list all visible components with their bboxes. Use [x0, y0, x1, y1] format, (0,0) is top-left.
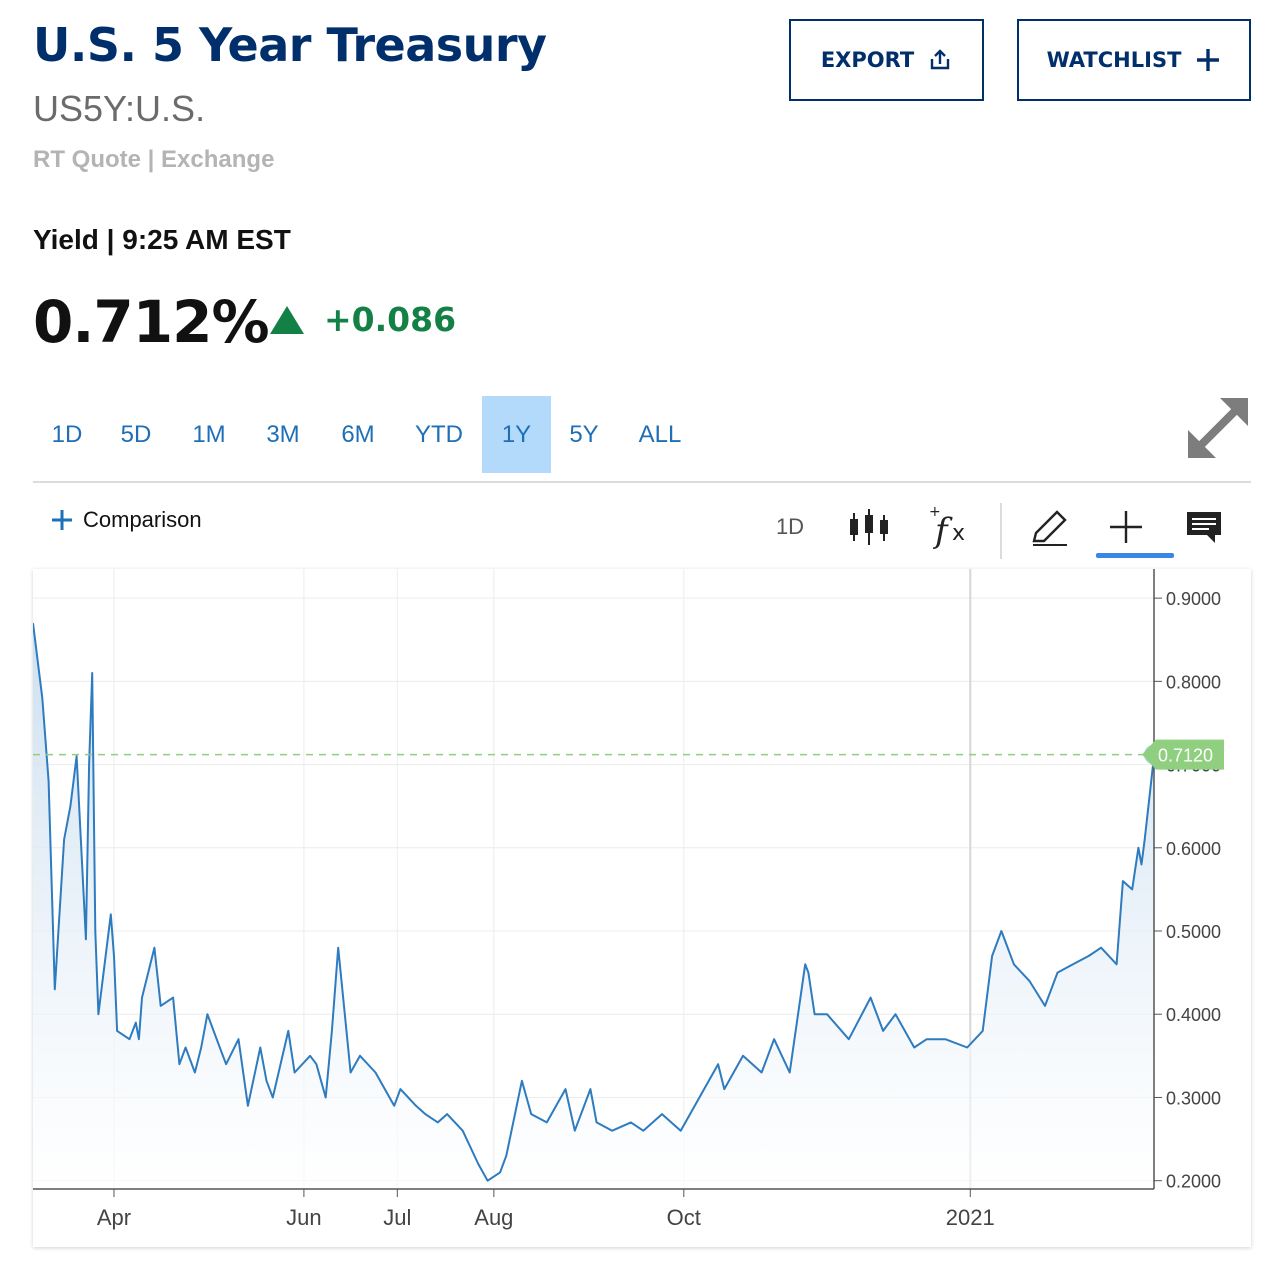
- crosshair-icon: [1110, 511, 1142, 543]
- tab-all[interactable]: ALL: [638, 420, 682, 448]
- y-tick-label: 0.3000: [1166, 1088, 1221, 1108]
- export-button[interactable]: EXPORT: [789, 19, 984, 101]
- change-group: +0.086: [268, 300, 456, 339]
- y-tick-label: 0.6000: [1166, 839, 1221, 859]
- tab-ytd[interactable]: YTD: [415, 420, 463, 448]
- x-tick-label: Aug: [474, 1205, 513, 1230]
- yield-label: Yield | 9:25 AM EST: [33, 224, 291, 255]
- x-tick-label: Oct: [667, 1205, 701, 1230]
- draw-button[interactable]: [1028, 503, 1072, 551]
- comparison-button[interactable]: Comparison: [51, 507, 202, 533]
- y-tick-label: 0.2000: [1166, 1172, 1221, 1192]
- current-value-tag: [1142, 739, 1224, 770]
- comment-icon: [1187, 512, 1221, 543]
- tab-6m[interactable]: 6M: [341, 420, 375, 448]
- ticker-symbol: US5Y:U.S.: [33, 88, 206, 129]
- watchlist-button[interactable]: WATCHLIST: [1017, 19, 1251, 101]
- interval-selector[interactable]: 1D: [775, 514, 805, 539]
- y-tick-label: 0.8000: [1166, 672, 1221, 692]
- tab-5y[interactable]: 5Y: [569, 420, 599, 448]
- chart-type-button[interactable]: [847, 503, 891, 551]
- svg-text:x: x: [952, 521, 965, 546]
- last-yield: 0.712%: [33, 288, 270, 356]
- y-tick-label: 0.4000: [1166, 1005, 1221, 1025]
- chart-panel[interactable]: 0.90000.80000.70000.60000.50000.40000.30…: [33, 569, 1251, 1247]
- tab-1m[interactable]: 1M: [192, 420, 226, 448]
- share-upload-icon: [930, 49, 950, 70]
- pencil-icon: [1032, 510, 1067, 546]
- studies-button[interactable]: + f x: [928, 503, 974, 551]
- tab-1y[interactable]: 1Y: [482, 396, 551, 473]
- plus-icon: [1197, 49, 1220, 71]
- x-tick-label: Jul: [383, 1205, 411, 1230]
- candlestick-icon: [850, 509, 888, 545]
- tab-1d[interactable]: 1D: [51, 420, 83, 448]
- change-value: +0.086: [324, 300, 457, 339]
- crosshair-button[interactable]: [1104, 503, 1148, 551]
- y-tick-label: 0.9000: [1166, 589, 1221, 609]
- plus-icon: [52, 510, 72, 530]
- series-line: [33, 622, 1155, 1182]
- range-divider: [33, 481, 1251, 483]
- current-value-label: 0.7120: [1158, 746, 1213, 766]
- quote-type: RT Quote | Exchange: [33, 146, 275, 173]
- comparison-label: Comparison: [83, 507, 202, 532]
- svg-text:f: f: [932, 511, 953, 550]
- comments-button[interactable]: [1183, 503, 1225, 551]
- x-tick-label: Apr: [97, 1205, 131, 1230]
- tab-3m[interactable]: 3M: [266, 420, 300, 448]
- x-tick-label: Jun: [286, 1205, 321, 1230]
- function-fx-icon: + f x: [929, 504, 965, 550]
- export-label: EXPORT: [820, 48, 915, 72]
- chart-toolbar: Comparison 1D + f x: [33, 495, 1251, 561]
- series-area: [33, 623, 1154, 1189]
- toolbar-divider: [1000, 503, 1002, 559]
- x-tick-label: 2021: [946, 1205, 995, 1230]
- y-tick-label: 0.5000: [1166, 922, 1221, 942]
- tab-5d[interactable]: 5D: [120, 420, 152, 448]
- price-chart[interactable]: 0.90000.80000.70000.60000.50000.40000.30…: [33, 569, 1251, 1247]
- triangle-up-icon: [270, 305, 304, 334]
- expand-arrows-icon[interactable]: [1184, 394, 1252, 462]
- watchlist-label: WATCHLIST: [1046, 48, 1182, 72]
- page-title: U.S. 5 Year Treasury: [33, 18, 547, 72]
- svg-text:+: +: [929, 504, 941, 520]
- active-tool-indicator: [1096, 553, 1174, 558]
